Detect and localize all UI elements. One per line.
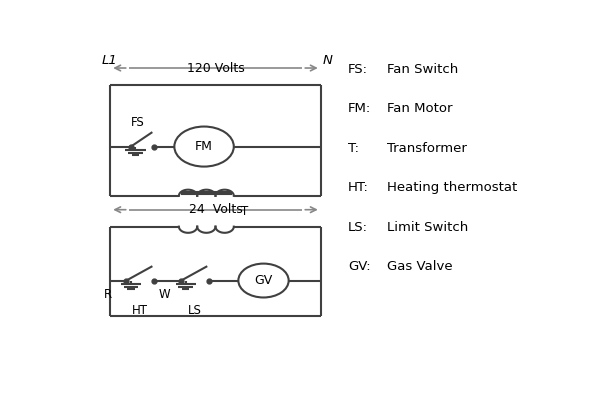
Text: FS:: FS: <box>348 63 368 76</box>
Text: Gas Valve: Gas Valve <box>387 260 453 273</box>
Text: Limit Switch: Limit Switch <box>387 221 468 234</box>
Text: L1: L1 <box>101 54 117 67</box>
Text: FM:: FM: <box>348 102 371 116</box>
Text: 24  Volts: 24 Volts <box>189 203 242 216</box>
Text: W: W <box>158 288 170 301</box>
Text: HT:: HT: <box>348 181 369 194</box>
Text: GV:: GV: <box>348 260 371 273</box>
Text: Fan Switch: Fan Switch <box>387 63 458 76</box>
Text: Transformer: Transformer <box>387 142 467 155</box>
Text: HT: HT <box>132 304 148 317</box>
Text: GV: GV <box>254 274 273 287</box>
Text: LS: LS <box>188 304 202 317</box>
Text: 120 Volts: 120 Volts <box>186 62 244 74</box>
Text: Fan Motor: Fan Motor <box>387 102 453 116</box>
Text: FM: FM <box>195 140 213 153</box>
Text: Heating thermostat: Heating thermostat <box>387 181 517 194</box>
Text: T:: T: <box>348 142 359 155</box>
Text: N: N <box>323 54 333 67</box>
Text: R: R <box>104 288 112 301</box>
Text: LS:: LS: <box>348 221 368 234</box>
Text: FS: FS <box>131 116 145 129</box>
Text: T: T <box>241 205 248 218</box>
